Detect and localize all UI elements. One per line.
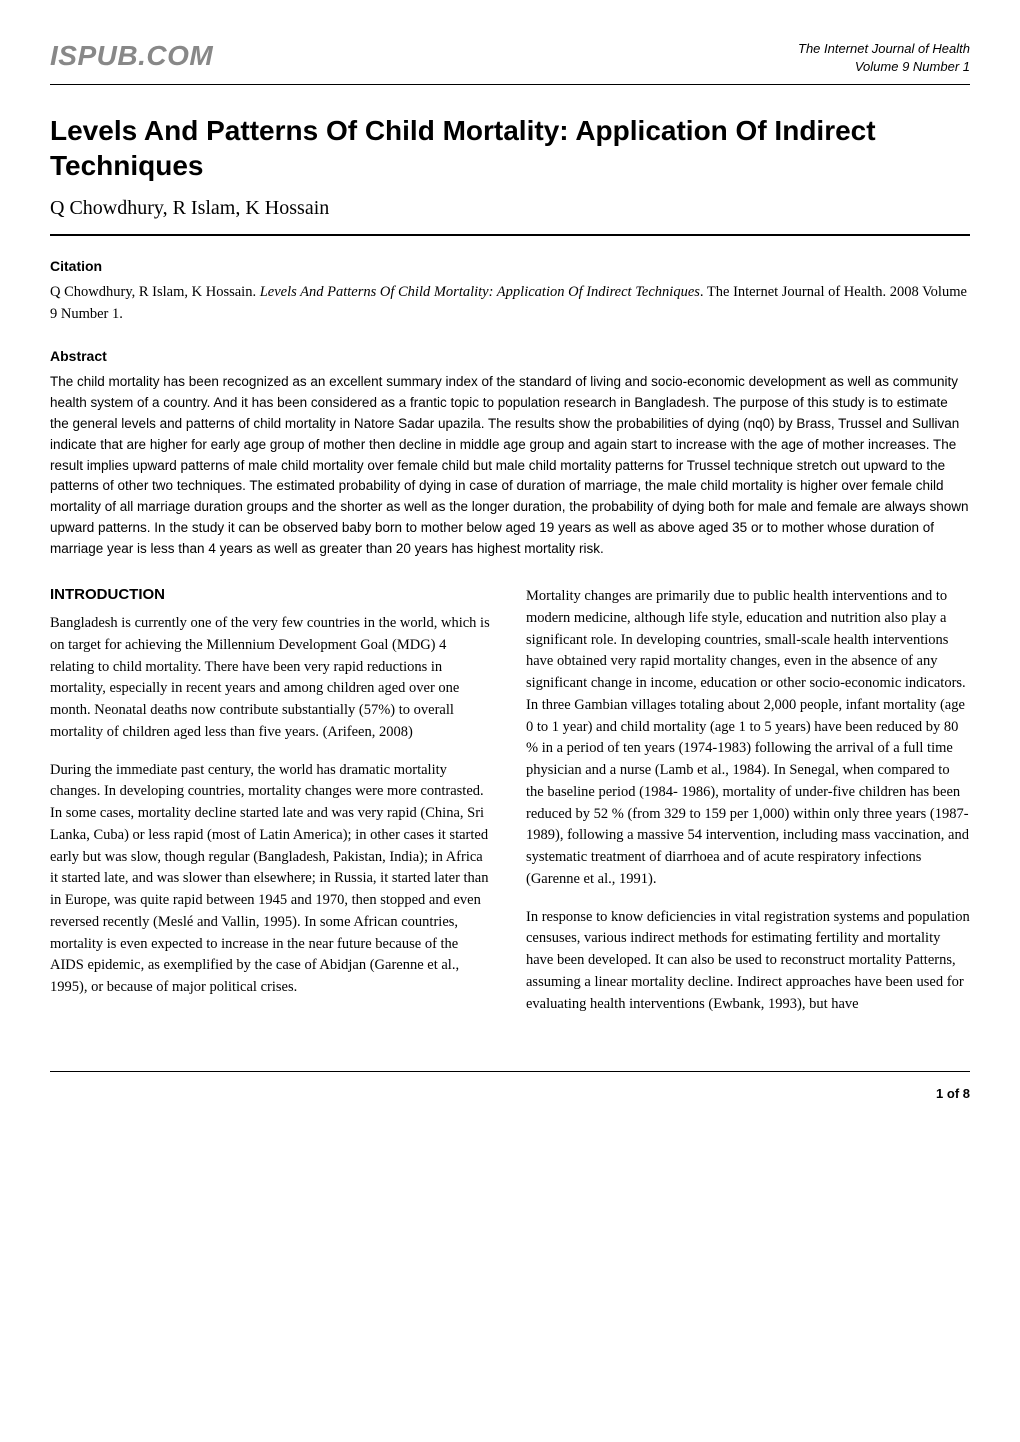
site-name: ISPUB.COM	[50, 40, 213, 72]
volume-issue: Volume 9 Number 1	[798, 58, 970, 76]
header-row: ISPUB.COM The Internet Journal of Health…	[50, 40, 970, 76]
left-column: INTRODUCTION Bangladesh is currently one…	[50, 586, 494, 1031]
abstract-label: Abstract	[50, 348, 970, 364]
body-paragraph: In response to know deficiencies in vita…	[526, 907, 970, 1016]
footer-rule	[50, 1071, 970, 1072]
introduction-heading: INTRODUCTION	[50, 586, 494, 603]
journal-name: The Internet Journal of Health	[798, 40, 970, 58]
two-column-layout: INTRODUCTION Bangladesh is currently one…	[50, 586, 970, 1031]
citation-title-italic: Levels And Patterns Of Child Mortality: …	[260, 284, 700, 300]
article-authors: Q Chowdhury, R Islam, K Hossain	[50, 197, 970, 220]
author-rule	[50, 234, 970, 236]
page-number: 1 of 8	[50, 1086, 970, 1101]
body-paragraph: Bangladesh is currently one of the very …	[50, 613, 494, 744]
article-title: Levels And Patterns Of Child Mortality: …	[50, 113, 970, 183]
citation-authors: Q Chowdhury, R Islam, K Hossain.	[50, 284, 260, 300]
journal-info: The Internet Journal of Health Volume 9 …	[798, 40, 970, 76]
abstract-text: The child mortality has been recognized …	[50, 372, 970, 560]
citation-text: Q Chowdhury, R Islam, K Hossain. Levels …	[50, 282, 970, 326]
body-paragraph: Mortality changes are primarily due to p…	[526, 586, 970, 891]
page-container: ISPUB.COM The Internet Journal of Health…	[0, 0, 1020, 1151]
right-column: Mortality changes are primarily due to p…	[526, 586, 970, 1031]
body-paragraph: During the immediate past century, the w…	[50, 760, 494, 999]
top-rule	[50, 84, 970, 85]
citation-label: Citation	[50, 258, 970, 274]
